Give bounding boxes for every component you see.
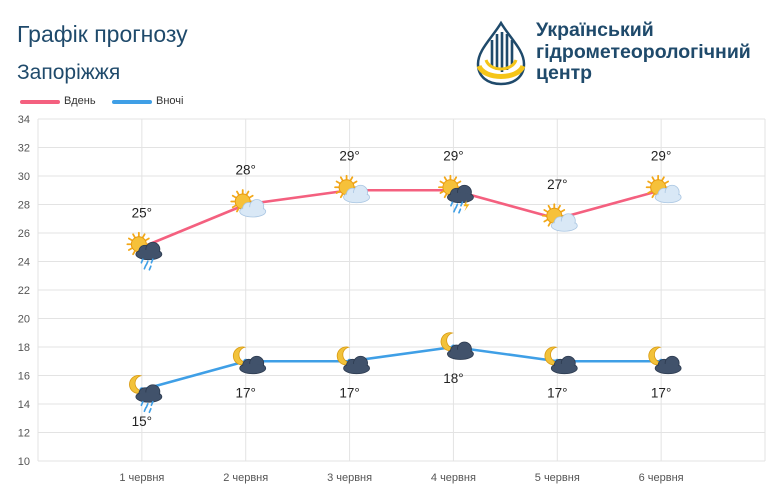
legend-label-night: Вночі	[156, 95, 184, 107]
x-tick-label: 4 червня	[431, 472, 476, 484]
light-cloud-icon	[343, 184, 370, 204]
x-tick-label: 1 червня	[119, 472, 164, 484]
logo-line-3: центр	[536, 62, 593, 84]
x-tick-label: 3 червня	[327, 472, 372, 484]
ukrhydromet-logo: Український гідрометеорологічний центр	[470, 19, 770, 90]
rain-icon	[450, 201, 464, 214]
data-label: 17°	[339, 385, 359, 400]
dark-cloud-icon	[343, 355, 370, 375]
legend-swatch-night	[112, 100, 152, 104]
city-name: Запоріжжя	[17, 61, 121, 84]
night-line	[140, 345, 663, 392]
series-day: 25° 28° 29° 29° 27° 29°	[132, 148, 671, 250]
logo-line-1: Український	[536, 19, 654, 41]
y-tick-label: 12	[18, 428, 30, 440]
y-tick-label: 28	[18, 200, 30, 212]
rain-icon	[140, 400, 154, 414]
data-label: 29°	[339, 148, 359, 163]
y-tick-label: 16	[18, 371, 30, 383]
sun-cloud-rain-icon	[126, 231, 163, 271]
moon-cloud-icon	[544, 346, 578, 375]
y-tick-label: 32	[18, 143, 30, 155]
moon-cloud-icon	[336, 346, 370, 375]
light-cloud-icon	[550, 213, 578, 232]
data-label: 17°	[547, 385, 567, 400]
dark-cloud-icon	[654, 355, 682, 375]
series-night: 15° 17° 17° 18° 17° 17°	[132, 344, 671, 429]
dark-cloud-icon	[135, 241, 163, 261]
moon-cloud-icon	[440, 332, 474, 360]
light-cloud-icon	[239, 199, 267, 218]
logo-text: Український гідрометеорологічний центр	[536, 19, 751, 85]
data-label: 29°	[651, 148, 671, 163]
data-label: 18°	[443, 371, 463, 386]
y-tick-label: 26	[18, 228, 30, 240]
moon-cloud-rain-icon	[129, 375, 163, 414]
y-tick-label: 30	[18, 171, 30, 183]
moon-cloud-icon	[648, 346, 682, 375]
moon-cloud-icon	[232, 346, 267, 375]
sun-cloud-icon	[541, 203, 578, 232]
data-label: 17°	[651, 385, 671, 400]
data-label: 17°	[236, 385, 256, 400]
water-drop-logo-icon	[476, 20, 526, 86]
dark-cloud-icon	[550, 355, 578, 375]
day-line	[140, 188, 663, 249]
legend-label-day: Вдень	[64, 95, 96, 107]
lightning-icon	[463, 200, 470, 212]
data-label: 25°	[132, 205, 152, 220]
x-tick-label: 6 червня	[639, 472, 684, 484]
y-tick-label: 34	[18, 114, 30, 126]
y-tick-label: 10	[18, 456, 30, 468]
y-tick-label: 18	[18, 342, 30, 354]
chart-title: Графік прогнозу	[17, 21, 188, 47]
sun-cloud-icon	[230, 189, 267, 218]
light-cloud-icon	[654, 184, 682, 204]
data-label: 28°	[236, 163, 256, 178]
sun-cloud-icon	[645, 174, 682, 204]
sun-cloud-icon	[334, 174, 370, 204]
dark-cloud-icon	[135, 384, 163, 403]
dark-cloud-icon	[239, 355, 267, 375]
y-tick-label: 20	[18, 314, 30, 326]
data-label: 27°	[547, 177, 567, 192]
grid: 10 12 14 16 18 20 22 24 26 28 30 32 34 1 червня 2 черв…	[18, 114, 766, 484]
data-label: 15°	[132, 414, 152, 429]
sun-cloud-thunderstorm-icon	[438, 174, 474, 214]
rain-icon	[140, 258, 154, 271]
data-label: 29°	[443, 148, 463, 163]
y-tick-label: 24	[18, 257, 30, 269]
legend-swatch-day	[20, 100, 60, 104]
y-tick-label: 22	[18, 285, 30, 297]
x-tick-label: 5 червня	[535, 472, 580, 484]
x-tick-label: 2 червня	[223, 472, 268, 484]
dark-cloud-icon	[447, 184, 474, 204]
logo-line-2: гідрометеорологічний	[536, 40, 751, 63]
y-tick-label: 14	[18, 399, 30, 411]
dark-cloud-icon	[447, 341, 474, 360]
